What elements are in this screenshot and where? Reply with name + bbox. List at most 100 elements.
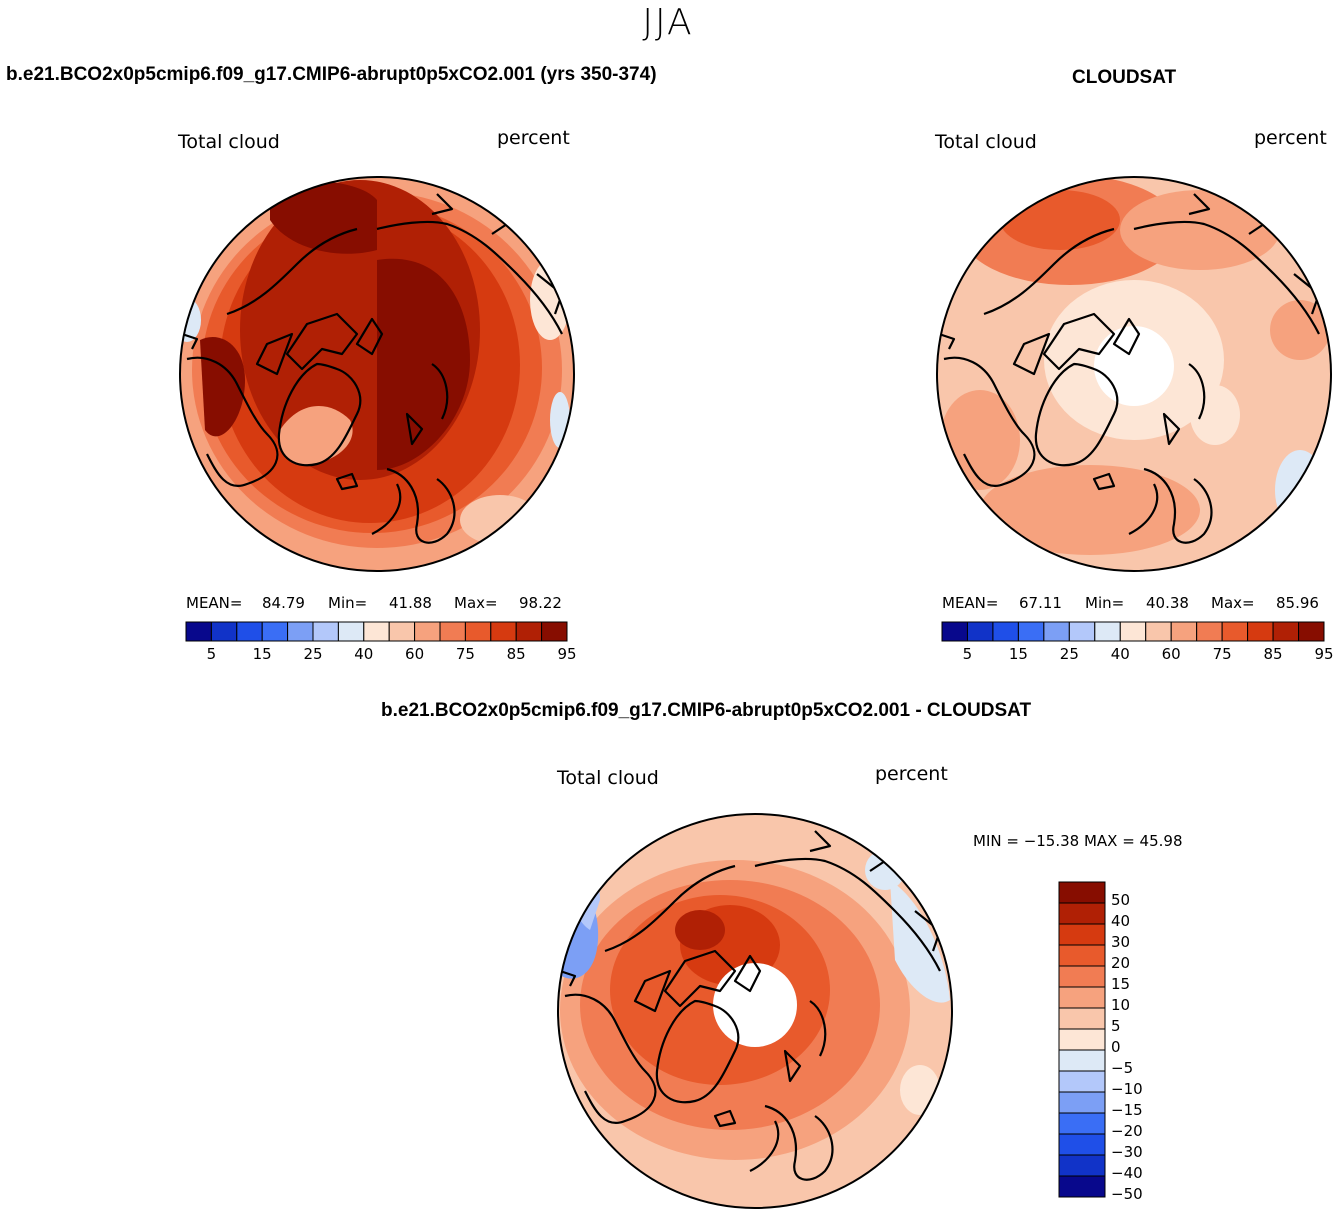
model-colorbar [185,621,568,642]
diff-colorbar-swatch [1058,1070,1106,1093]
obs-max-label: Max= [1211,594,1255,612]
model-colorbar-swatch [287,621,314,642]
diff-colorbar-swatch [1058,1028,1106,1051]
diff-colorbar [1058,881,1106,1198]
diff-colorbar-label: −20 [1111,1121,1143,1140]
diff-colorbar-swatch [1058,1112,1106,1135]
model-colorbar-swatch [236,621,263,642]
diff-colorbar-label: −40 [1111,1163,1143,1182]
diff-colorbar-label: −15 [1111,1100,1143,1119]
model-variable-label: Total cloud [178,131,280,153]
diff-colorbar-swatch [1058,881,1106,904]
obs-colorbar-swatch [1119,621,1147,642]
model-case-title: b.e21.BCO2x0p5cmip6.f09_g17.CMIP6-abrupt… [6,64,657,85]
obs-colorbar-swatch [1068,621,1096,642]
obs-colorbar-swatch [941,621,968,642]
obs-map [937,177,1331,571]
diff-colorbar-swatch [1058,902,1106,925]
model-map [180,177,574,571]
model-colorbar-tick-label: 40 [354,645,374,663]
model-colorbar-swatch [541,621,568,642]
obs-min-label: Min= [1085,594,1125,612]
obs-mean-label: MEAN= [942,594,999,612]
obs-colorbar-tick-label: 95 [1314,645,1334,663]
model-colorbar-swatch [185,621,212,642]
diff-colorbar-label: 0 [1111,1037,1121,1056]
obs-colorbar-swatch [1196,621,1223,642]
model-colorbar-swatch [490,621,517,642]
obs-colorbar-swatch [1272,621,1300,642]
diff-colorbar-swatch [1058,944,1106,967]
obs-colorbar-swatch [1247,621,1274,642]
model-mean-label: MEAN= [186,594,243,612]
model-min-label: Min= [328,594,368,612]
diff-colorbar-swatch [1058,1154,1106,1177]
obs-colorbar-tick-label: 75 [1212,645,1232,663]
diff-colorbar-swatch [1058,923,1106,946]
model-colorbar-tick-label: 75 [455,645,475,663]
diff-map [558,814,952,1208]
obs-units-label: percent [1254,127,1327,149]
model-max-label: Max= [454,594,498,612]
obs-map-border [936,176,1332,572]
obs-colorbar-tick-label: 15 [1008,645,1028,663]
model-colorbar-tick-label: 5 [206,645,217,663]
model-colorbar-swatch [388,621,416,642]
diff-colorbar-swatch [1058,965,1106,988]
obs-max-value: 85.96 [1276,594,1319,612]
model-colorbar-swatch [337,621,365,642]
diff-colorbar-label: 30 [1111,932,1131,951]
model-colorbar-swatch [414,621,441,642]
obs-colorbar-tick-label: 5 [962,645,973,663]
obs-variable-label: Total cloud [935,131,1037,153]
model-max-value: 98.22 [519,594,562,612]
obs-colorbar-swatch [1170,621,1198,642]
diff-colorbar-label: −50 [1111,1184,1143,1203]
model-mean-value: 84.79 [262,594,305,612]
obs-colorbar-swatch [1298,621,1325,642]
model-colorbar-swatch [439,621,466,642]
diff-colorbar-label: 15 [1111,974,1131,993]
obs-colorbar-swatch [1094,621,1121,642]
diff-colorbar-label: −30 [1111,1142,1143,1161]
model-colorbar-swatch [261,621,289,642]
model-colorbar-tick-label: 85 [506,645,526,663]
diff-colorbar-swatch [1058,1091,1106,1114]
obs-colorbar-swatch [1145,621,1172,642]
model-colorbar-swatch [464,621,492,642]
diff-colorbar-label: 40 [1111,911,1131,930]
model-min-value: 41.88 [389,594,432,612]
obs-colorbar-swatch [966,621,994,642]
model-colorbar-swatch [312,621,339,642]
diff-colorbar-label: −5 [1111,1058,1134,1077]
model-colorbar-swatch [210,621,238,642]
diff-colorbar-swatch [1058,1007,1106,1030]
diff-map-border [557,813,953,1209]
obs-colorbar-tick-label: 40 [1110,645,1130,663]
diff-variable-label: Total cloud [557,767,659,789]
obs-case-title: CLOUDSAT [1072,67,1177,88]
obs-colorbar-tick-label: 25 [1059,645,1079,663]
diff-minmax-text: MIN = −15.38 MAX = 45.98 [973,832,1183,850]
season-title: JJA [642,2,694,43]
diff-colorbar-label: −10 [1111,1079,1143,1098]
obs-colorbar-swatch [1043,621,1070,642]
model-colorbar-swatch [515,621,543,642]
diff-colorbar-swatch [1058,1133,1106,1156]
obs-colorbar-swatch [1017,621,1045,642]
diff-units-label: percent [875,763,948,785]
model-colorbar-tick-label: 60 [405,645,425,663]
model-colorbar-swatch [363,621,390,642]
diff-colorbar-label: 20 [1111,953,1131,972]
diff-colorbar-label: 5 [1111,1016,1121,1035]
obs-colorbar-tick-label: 85 [1263,645,1283,663]
diff-colorbar-swatch [1058,1175,1106,1198]
obs-mean-value: 67.11 [1019,594,1062,612]
obs-colorbar [941,621,1325,642]
obs-colorbar-swatch [992,621,1019,642]
obs-min-value: 40.38 [1146,594,1189,612]
model-colorbar-tick-label: 25 [303,645,323,663]
model-colorbar-tick-label: 15 [252,645,272,663]
diff-colorbar-label: 10 [1111,995,1131,1014]
diff-colorbar-swatch [1058,986,1106,1009]
